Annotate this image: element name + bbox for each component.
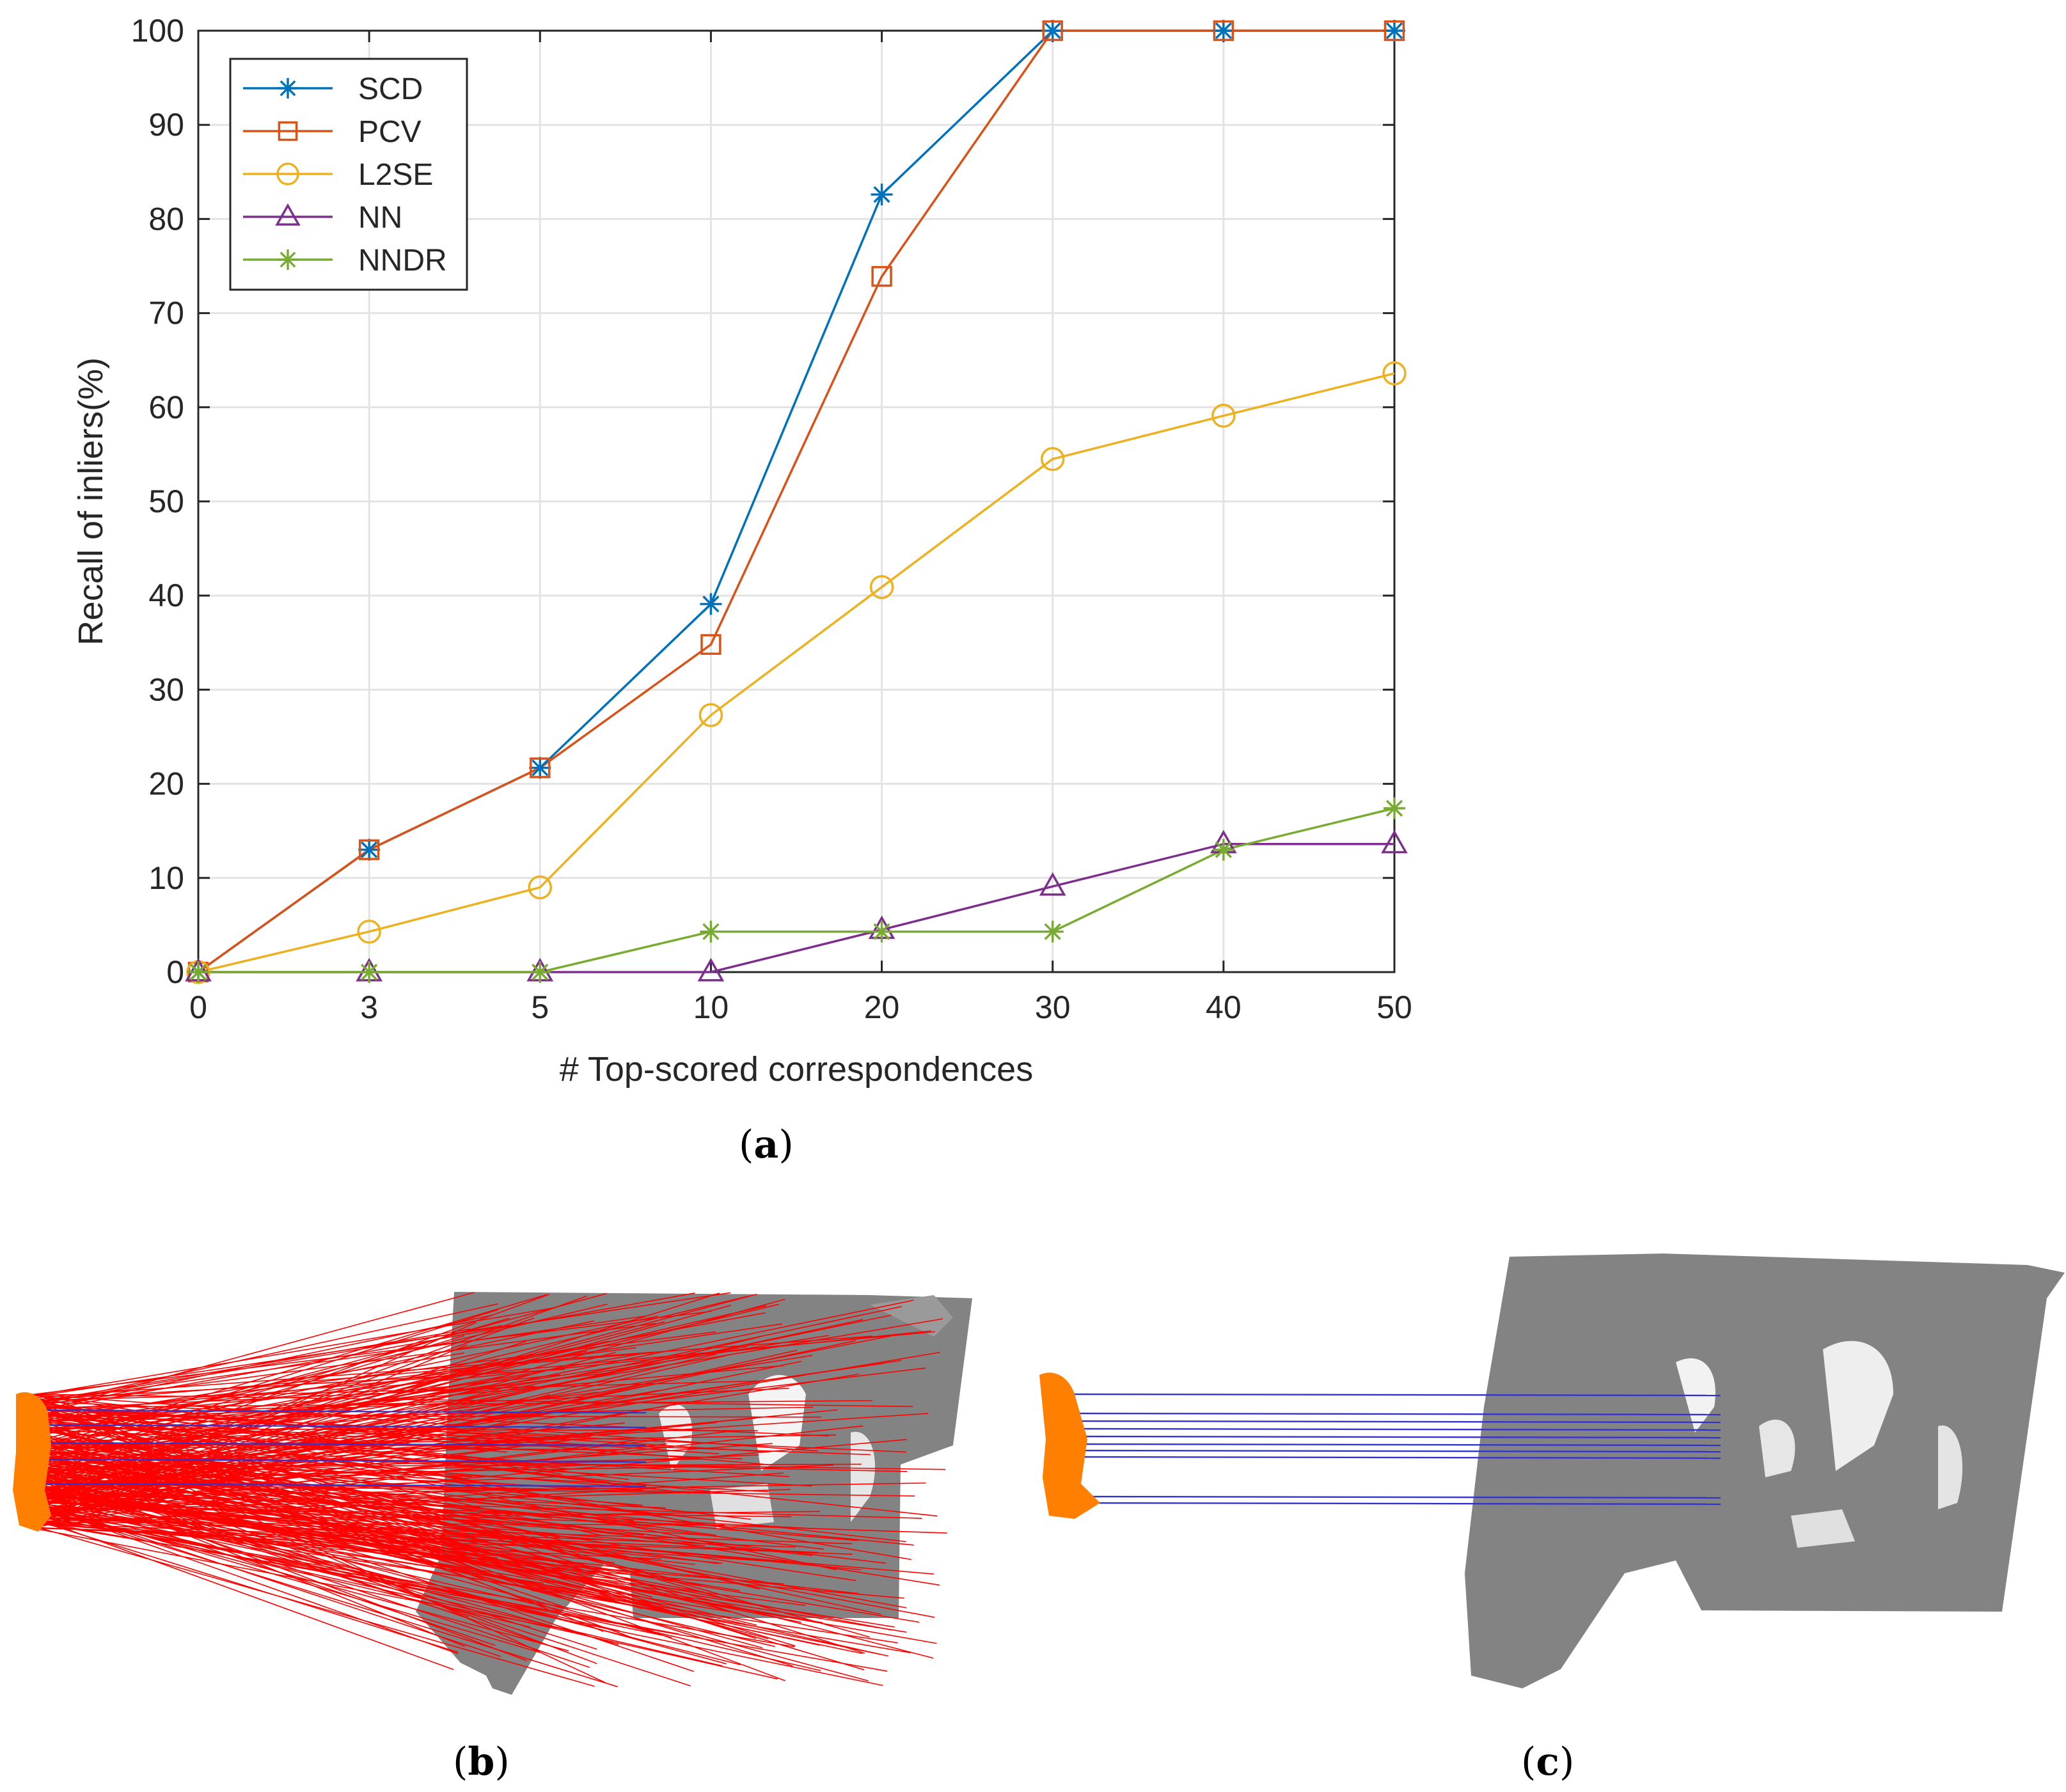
- recall-chart: 0 3 5 10 20 30 40 50 0 10 20 30 40 50 60 70 80 90 100 # To…: [72, 13, 1412, 1089]
- x-tick-label: 3: [360, 989, 378, 1025]
- data-point-scd: [700, 593, 722, 615]
- target-point-cloud-c: [1465, 1254, 2065, 1688]
- data-point-nndr: [700, 920, 722, 943]
- y-tick-label: 60: [148, 389, 184, 425]
- x-tick-label: 40: [1206, 989, 1242, 1025]
- legend-marker-l2se: [276, 162, 299, 185]
- y-tick-label: 70: [148, 295, 184, 331]
- legend-label-nndr: NNDR: [358, 244, 447, 278]
- x-tick-label: 50: [1376, 989, 1412, 1025]
- series-line-pcv: [197, 29, 1394, 973]
- data-point-nn: [1039, 872, 1066, 896]
- x-tick-label: 10: [693, 989, 729, 1025]
- caption-b: (b): [453, 1740, 510, 1784]
- data-point-l2se: [357, 919, 381, 944]
- data-point-scd: [358, 838, 381, 861]
- caption-c: (c): [1521, 1740, 1575, 1784]
- data-point-scd: [1212, 20, 1234, 42]
- legend: SCD PCV L2SE NN NNDR: [229, 58, 468, 291]
- y-tick-label: 90: [148, 107, 184, 143]
- data-point-nn: [1381, 829, 1408, 854]
- data-point-l2se: [698, 703, 723, 727]
- series-line-l2se: [198, 372, 1395, 973]
- legend-marker-nndr: [278, 249, 298, 270]
- data-point-l2se: [869, 575, 894, 599]
- x-tick-label: 5: [531, 989, 549, 1025]
- y-tick-label: 50: [148, 483, 184, 519]
- source-point-cloud-b: [13, 1392, 51, 1532]
- series-lines: [197, 29, 1395, 973]
- source-point-cloud-c: [1039, 1372, 1100, 1519]
- legend-label-nn: NN: [358, 201, 402, 235]
- chart-grid: [197, 29, 1396, 973]
- data-point-l2se: [528, 875, 553, 900]
- caption-a: (a): [739, 1122, 794, 1167]
- legend-marker-pcv: [278, 121, 298, 141]
- legend-marker-nn: [275, 203, 301, 226]
- legend-label-l2se: L2SE: [358, 158, 433, 192]
- legend-marker-scd: [278, 78, 298, 98]
- y-tick-label: 40: [148, 578, 184, 613]
- data-point-nndr: [529, 961, 551, 983]
- correspondence-lines-c: [1068, 1393, 1721, 1505]
- data-point-pcv: [871, 265, 892, 287]
- y-tick-label: 100: [131, 13, 184, 49]
- data-point-l2se: [1040, 447, 1065, 471]
- data-point-scd: [1384, 20, 1405, 42]
- correspondence-lines-b: [25, 1292, 947, 1688]
- data-point-pcv: [1384, 20, 1405, 42]
- series-line-nn: [198, 843, 1394, 973]
- legend-label-scd: SCD: [358, 72, 423, 106]
- data-point-nndr: [187, 961, 209, 983]
- x-tick-label: 30: [1035, 989, 1071, 1025]
- y-tick-label: 80: [148, 201, 184, 237]
- data-point-nndr: [1384, 797, 1405, 819]
- data-point-nndr: [358, 961, 381, 983]
- x-axis-label: # Top-scored correspondences: [560, 1050, 1033, 1089]
- y-tick-label: 20: [148, 766, 184, 802]
- data-point-nndr: [1212, 838, 1234, 861]
- x-tick-label: 20: [864, 989, 900, 1025]
- data-point-l2se: [1382, 361, 1407, 386]
- data-point-nndr: [1041, 920, 1064, 943]
- series-line-nndr: [198, 807, 1395, 973]
- y-tick-label: 0: [166, 954, 184, 990]
- data-point-pcv: [700, 634, 722, 655]
- axis-ticks: 0 3 5 10 20 30 40 50 0 10 20 30 40 50 60 70 80 90 100: [131, 13, 1412, 1025]
- x-tick-label: 0: [189, 989, 207, 1025]
- data-point-pcv: [1213, 20, 1234, 42]
- data-point-pcv: [358, 839, 380, 860]
- panel-b-image: [13, 1292, 972, 1695]
- data-point-scd: [529, 757, 551, 779]
- data-point-pcv: [530, 757, 551, 778]
- y-tick-label: 10: [148, 860, 184, 896]
- data-point-scd: [871, 184, 893, 206]
- data-point-scd: [1041, 20, 1064, 42]
- series-markers: [185, 20, 1408, 984]
- y-axis-label: Recall of inliers(%): [72, 358, 110, 645]
- panel-c-image: [1039, 1254, 2065, 1688]
- data-point-pcv: [1042, 20, 1063, 42]
- legend-label-pcv: PCV: [358, 115, 422, 149]
- data-point-l2se: [1211, 404, 1236, 428]
- y-tick-label: 30: [148, 672, 184, 707]
- data-point-nn: [697, 957, 725, 982]
- data-point-nndr: [871, 920, 893, 943]
